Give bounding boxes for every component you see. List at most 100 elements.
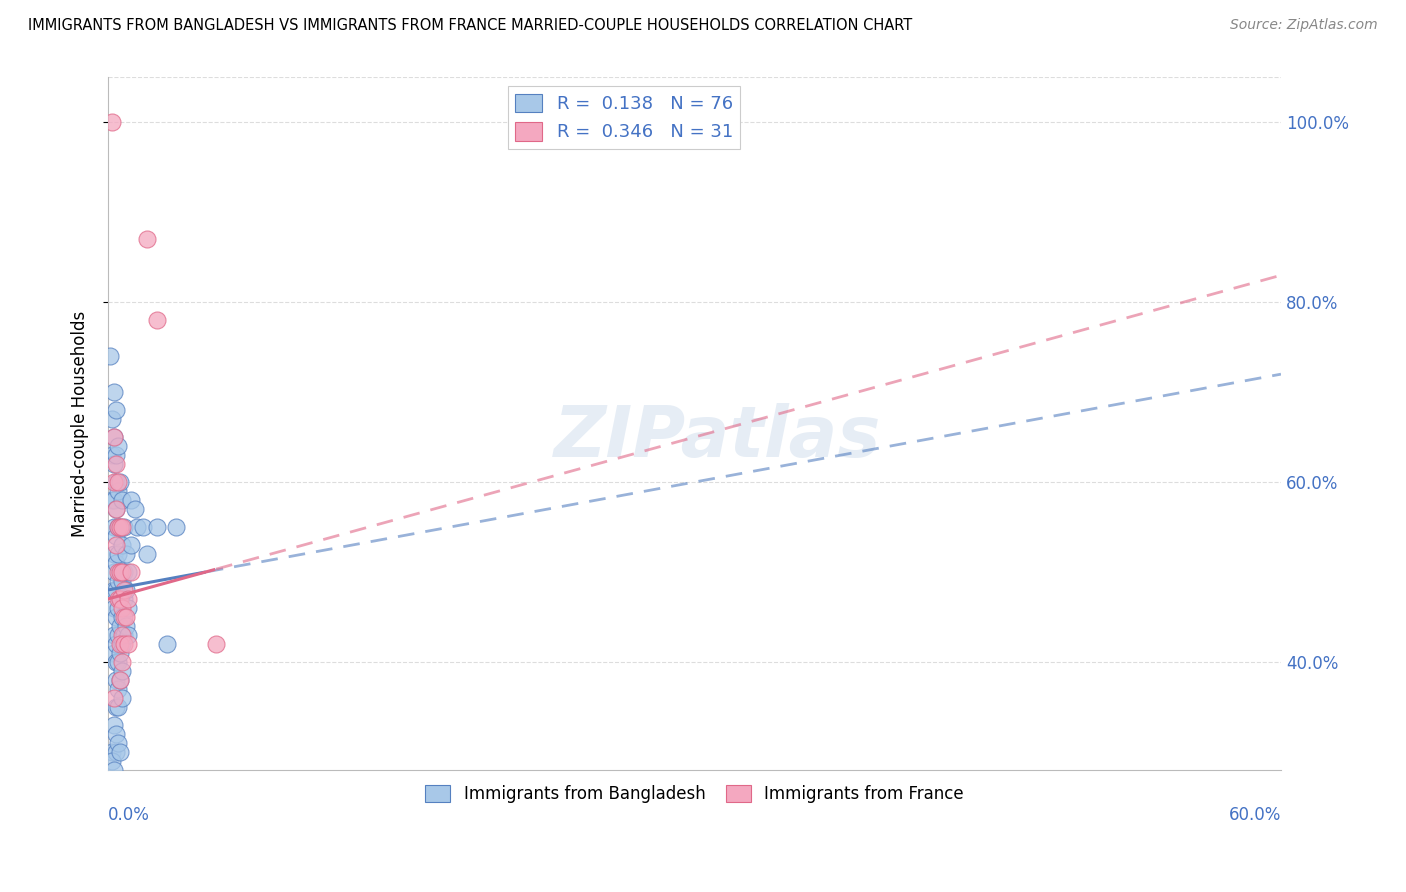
Point <box>104 538 127 552</box>
Point <box>108 520 131 534</box>
Point <box>111 628 134 642</box>
Point <box>112 565 135 579</box>
Point <box>111 601 134 615</box>
Point <box>112 582 135 597</box>
Point <box>107 475 129 489</box>
Point <box>107 520 129 534</box>
Point <box>107 628 129 642</box>
Point <box>108 637 131 651</box>
Point <box>146 313 169 327</box>
Point <box>108 673 131 687</box>
Point <box>107 547 129 561</box>
Point <box>101 448 124 462</box>
Point <box>114 582 136 597</box>
Point <box>107 520 129 534</box>
Point <box>120 493 142 508</box>
Point <box>104 529 127 543</box>
Point <box>101 493 124 508</box>
Point <box>108 673 131 687</box>
Point <box>103 520 125 534</box>
Point <box>111 565 134 579</box>
Point <box>104 673 127 687</box>
Point <box>103 718 125 732</box>
Point <box>104 582 127 597</box>
Legend: Immigrants from Bangladesh, Immigrants from France: Immigrants from Bangladesh, Immigrants f… <box>419 779 970 810</box>
Text: 60.0%: 60.0% <box>1229 805 1281 824</box>
Text: IMMIGRANTS FROM BANGLADESH VS IMMIGRANTS FROM FRANCE MARRIED-COUPLE HOUSEHOLDS C: IMMIGRANTS FROM BANGLADESH VS IMMIGRANTS… <box>28 18 912 33</box>
Point <box>111 655 134 669</box>
Point <box>117 591 139 606</box>
Point <box>114 547 136 561</box>
Point <box>108 475 131 489</box>
Point <box>104 403 127 417</box>
Point <box>104 745 127 759</box>
Point <box>120 538 142 552</box>
Point <box>111 493 134 508</box>
Point <box>107 565 129 579</box>
Text: Source: ZipAtlas.com: Source: ZipAtlas.com <box>1230 18 1378 32</box>
Point <box>107 484 129 499</box>
Point <box>107 601 129 615</box>
Point <box>107 681 129 696</box>
Point <box>104 475 127 489</box>
Point <box>107 439 129 453</box>
Point <box>108 745 131 759</box>
Point <box>108 520 131 534</box>
Point <box>98 349 121 363</box>
Point <box>117 628 139 642</box>
Point <box>103 601 125 615</box>
Point <box>103 385 125 400</box>
Point <box>108 565 131 579</box>
Point <box>111 610 134 624</box>
Point <box>104 502 127 516</box>
Point <box>108 591 131 606</box>
Point <box>104 448 127 462</box>
Point <box>112 520 135 534</box>
Point <box>101 412 124 426</box>
Point <box>103 565 125 579</box>
Point <box>111 574 134 588</box>
Point <box>146 520 169 534</box>
Point <box>103 430 125 444</box>
Point <box>111 637 134 651</box>
Point <box>112 628 135 642</box>
Point <box>107 736 129 750</box>
Point <box>127 520 149 534</box>
Point <box>107 591 129 606</box>
Point <box>103 582 125 597</box>
Point <box>156 637 179 651</box>
Point <box>111 538 134 552</box>
Point <box>112 591 135 606</box>
Point <box>104 727 127 741</box>
Point <box>108 646 131 660</box>
Point <box>111 690 134 705</box>
Point <box>165 520 187 534</box>
Point <box>107 699 129 714</box>
Point <box>103 763 125 777</box>
Point <box>114 610 136 624</box>
Point <box>104 699 127 714</box>
Point <box>111 664 134 678</box>
Text: 0.0%: 0.0% <box>108 805 150 824</box>
Point <box>112 610 135 624</box>
Point <box>117 637 139 651</box>
Point <box>103 690 125 705</box>
Point <box>108 565 131 579</box>
Point <box>107 655 129 669</box>
Point <box>103 475 125 489</box>
Point <box>104 637 127 651</box>
Point <box>108 591 131 606</box>
Point <box>204 637 226 651</box>
Point <box>120 565 142 579</box>
Text: ZIPatlas: ZIPatlas <box>554 403 882 472</box>
Point <box>104 655 127 669</box>
Point <box>101 754 124 768</box>
Point <box>103 430 125 444</box>
Point <box>104 457 127 471</box>
Point <box>103 547 125 561</box>
Point <box>103 628 125 642</box>
Point <box>103 493 125 508</box>
Point <box>117 601 139 615</box>
Point <box>104 502 127 516</box>
Point <box>132 520 155 534</box>
